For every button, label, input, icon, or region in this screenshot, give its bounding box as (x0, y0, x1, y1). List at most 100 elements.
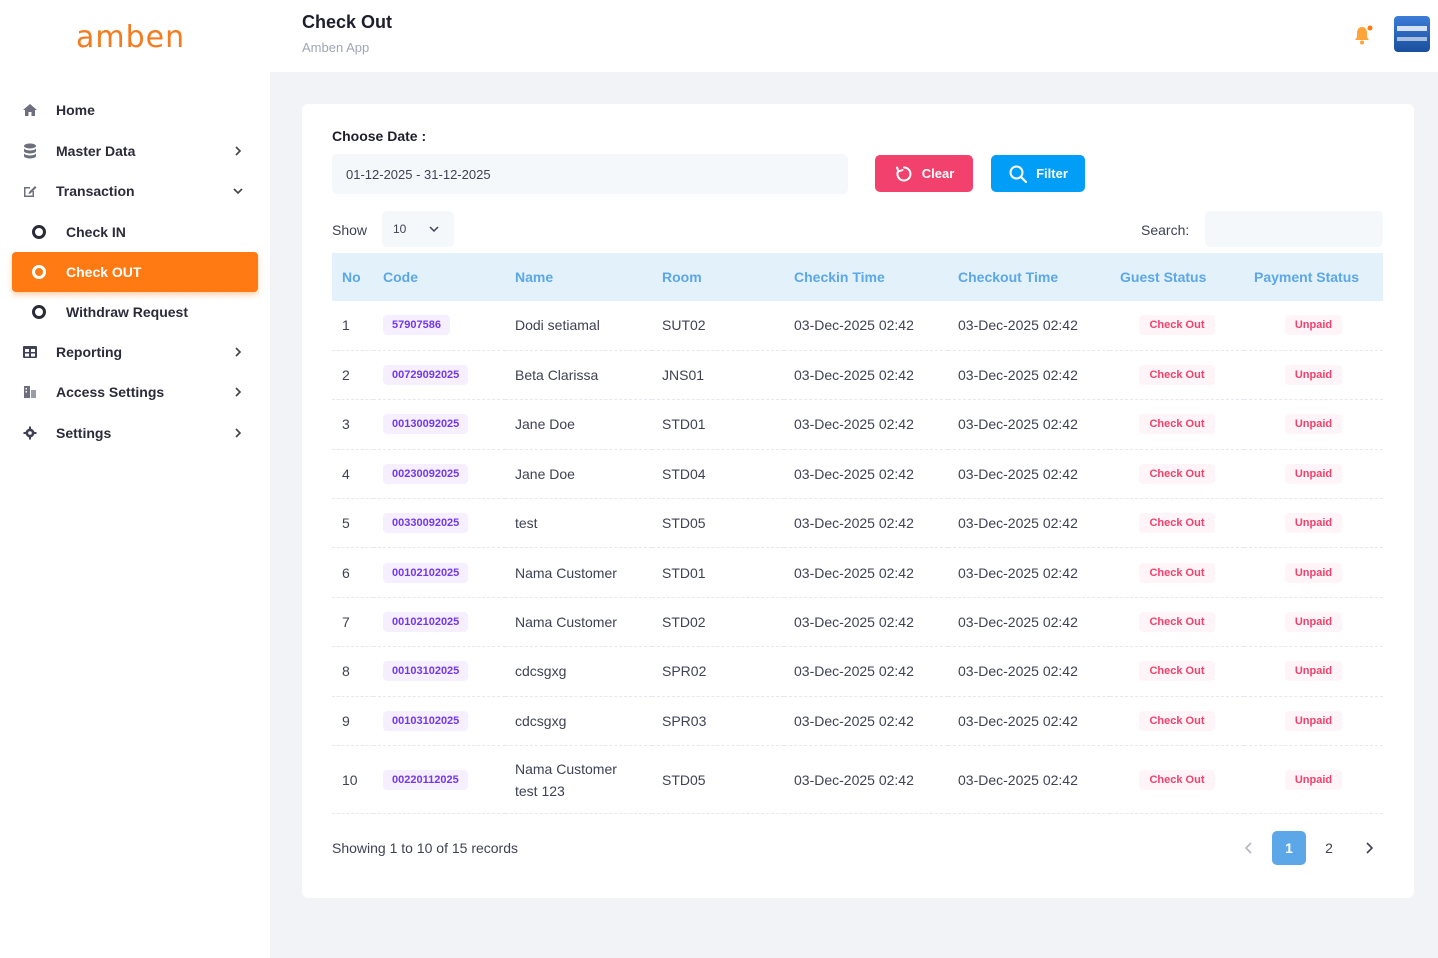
cell-checkout: 03-Dec-2025 02:42 (948, 696, 1110, 747)
cell-guest-status: Check Out (1110, 696, 1244, 747)
code-badge[interactable]: 00330092025 (383, 513, 469, 534)
column-header-payment-status[interactable]: Payment Status (1244, 253, 1383, 301)
payment-status-badge: Unpaid (1284, 710, 1343, 731)
prev-page-button[interactable] (1232, 831, 1266, 865)
code-badge[interactable]: 00130092025 (383, 414, 469, 435)
chevron-down-icon (429, 226, 439, 233)
search-input[interactable] (1205, 211, 1383, 247)
column-header-code[interactable]: Code (373, 253, 505, 301)
code-badge[interactable]: 57907586 (383, 315, 450, 336)
table-row[interactable]: 6 00102102025 Nama Customer STD01 03-Dec… (332, 547, 1383, 598)
sidebar-item-settings[interactable]: Settings (12, 413, 258, 453)
home-icon (22, 102, 38, 118)
code-badge[interactable]: 00220112025 (383, 769, 468, 790)
sidebar-item-reporting[interactable]: Reporting (12, 332, 258, 372)
table-row[interactable]: 4 00230092025 Jane Doe STD04 03-Dec-2025… (332, 449, 1383, 500)
sidebar-item-label: Access Settings (56, 384, 165, 400)
page-size-select[interactable]: 10 (382, 211, 454, 247)
cell-guest-status: Check Out (1110, 498, 1244, 549)
clear-button[interactable]: Clear (875, 155, 973, 192)
sidebar-subitem-check-in[interactable]: Check IN (12, 212, 258, 252)
cell-room: SPR02 (652, 646, 784, 697)
code-badge[interactable]: 00230092025 (383, 463, 469, 484)
sidebar-item-access-settings[interactable]: Access Settings (12, 372, 258, 412)
cell-no: 3 (332, 399, 373, 450)
column-header-checkout[interactable]: Checkout Time (948, 253, 1110, 301)
table-row[interactable]: 5 00330092025 test STD05 03-Dec-2025 02:… (332, 498, 1383, 549)
search-label: Search: (1141, 222, 1190, 238)
cell-code: 00729092025 (373, 350, 505, 401)
app-logo[interactable]: amben (76, 20, 186, 55)
table-row[interactable]: 1 57907586 Dodi setiamal SUT02 03-Dec-20… (332, 301, 1383, 351)
gear-icon (22, 425, 38, 441)
cell-name: Nama Customer (505, 597, 652, 648)
cell-code: 00103102025 (373, 646, 505, 697)
cell-no: 5 (332, 498, 373, 549)
cell-checkin: 03-Dec-2025 02:42 (784, 301, 948, 351)
payment-status-badge: Unpaid (1284, 513, 1343, 534)
cell-code: 00130092025 (373, 399, 505, 450)
chevron-down-icon (230, 183, 246, 199)
table-row[interactable]: 7 00102102025 Nama Customer STD02 03-Dec… (332, 597, 1383, 648)
column-header-room[interactable]: Room (652, 253, 784, 301)
sidebar-subitem-check-out[interactable]: Check OUT (12, 251, 258, 292)
chevron-left-icon (1244, 842, 1252, 854)
column-header-guest-status[interactable]: Guest Status (1110, 253, 1244, 301)
sidebar-item-label: Home (56, 102, 95, 118)
edit-icon (22, 183, 38, 199)
sidebar-item-transaction[interactable]: Transaction (12, 171, 258, 211)
cell-name: Beta Clarissa (505, 350, 652, 401)
cell-code: 00102102025 (373, 597, 505, 648)
cell-checkout: 03-Dec-2025 02:42 (948, 745, 1110, 815)
cell-no: 4 (332, 449, 373, 500)
date-range-input[interactable] (332, 154, 848, 194)
cell-no: 1 (332, 301, 373, 351)
avatar[interactable] (1394, 16, 1430, 52)
chevron-right-icon (230, 384, 246, 400)
bell-icon[interactable] (1352, 24, 1374, 46)
cell-payment-status: Unpaid (1244, 399, 1383, 450)
filter-button[interactable]: Filter (991, 155, 1085, 192)
cell-code: 00102102025 (373, 547, 505, 598)
code-badge[interactable]: 00103102025 (383, 710, 469, 731)
next-page-button[interactable] (1352, 831, 1386, 865)
table-row[interactable]: 9 00103102025 cdcsgxg SPR03 03-Dec-2025 … (332, 696, 1383, 747)
top-header: Check Out Amben App (270, 0, 1438, 72)
table-row[interactable]: 10 00220112025 Nama Customer test 123 ST… (332, 745, 1383, 815)
column-header-checkin[interactable]: Checkin Time (784, 253, 948, 301)
column-header-name[interactable]: Name (505, 253, 652, 301)
table-row[interactable]: 2 00729092025 Beta Clarissa JNS01 03-Dec… (332, 350, 1383, 401)
sidebar-item-home[interactable]: Home (12, 90, 258, 130)
column-header-no[interactable]: No (332, 253, 373, 301)
cell-guest-status: Check Out (1110, 301, 1244, 351)
cell-room: STD02 (652, 597, 784, 648)
cell-room: STD05 (652, 745, 784, 815)
cell-checkin: 03-Dec-2025 02:42 (784, 449, 948, 500)
sidebar-subitem-withdraw-request[interactable]: Withdraw Request (12, 292, 258, 332)
code-badge[interactable]: 00102102025 (383, 612, 469, 633)
grid-icon (22, 344, 38, 360)
page-button-1[interactable]: 1 (1272, 831, 1306, 865)
sidebar-item-label: Settings (56, 424, 112, 441)
database-icon (22, 143, 38, 159)
page-subtitle: Amben App (302, 40, 370, 55)
table-row[interactable]: 8 00103102025 cdcsgxg SPR02 03-Dec-2025 … (332, 646, 1383, 697)
sidebar-item-master-data[interactable]: Master Data (12, 131, 258, 171)
page-size-value: 10 (393, 222, 407, 236)
cell-code: 57907586 (373, 301, 505, 351)
payment-status-badge: Unpaid (1284, 365, 1343, 386)
cell-no: 7 (332, 597, 373, 648)
page-button-2[interactable]: 2 (1325, 840, 1333, 856)
cell-name: cdcsgxg (505, 696, 652, 747)
guest-status-badge: Check Out (1139, 463, 1215, 484)
code-badge[interactable]: 00729092025 (383, 365, 469, 386)
code-badge[interactable]: 00102102025 (383, 562, 469, 583)
cell-room: STD05 (652, 498, 784, 549)
cell-name: Jane Doe (505, 399, 652, 450)
cell-checkin: 03-Dec-2025 02:42 (784, 350, 948, 401)
payment-status-badge: Unpaid (1284, 414, 1343, 435)
bullet-icon (32, 264, 46, 279)
chevron-right-icon (230, 425, 246, 441)
code-badge[interactable]: 00103102025 (383, 661, 469, 682)
table-row[interactable]: 3 00130092025 Jane Doe STD01 03-Dec-2025… (332, 399, 1383, 450)
